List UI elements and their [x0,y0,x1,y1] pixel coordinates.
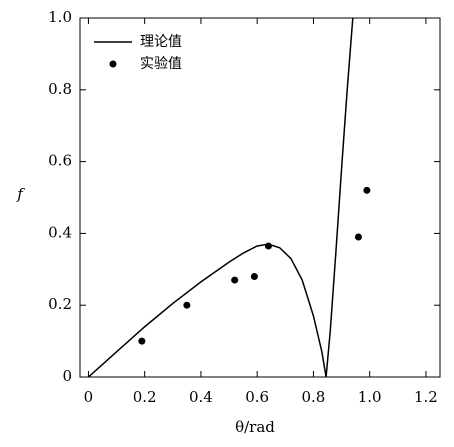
data-point [231,276,239,284]
plot-frame [79,17,441,378]
x-tick-label: 0.8 [302,388,326,406]
legend-label: 实验值 [140,56,182,72]
y-tick-label: 0.4 [48,223,72,241]
x-tick-label: 1.2 [414,388,438,406]
y-tick-label: 0 [62,367,72,385]
data-point [264,242,272,250]
y-tick-label: 0.6 [48,152,72,170]
x-axis-label: θ/rad [235,418,275,436]
x-tick-label: 0.6 [245,388,269,406]
y-tick-label: 1.0 [48,8,72,26]
x-tick-label: 0.2 [133,388,157,406]
y-axis-label: f [16,185,25,203]
x-tick-label: 0.4 [189,388,213,406]
legend-swatch [109,60,117,68]
x-tick-label: 1.0 [358,388,382,406]
y-tick-label: 0.2 [48,295,72,313]
plot-area [87,18,371,377]
data-point [363,186,371,194]
theory-line [87,18,354,377]
data-point [138,337,146,345]
data-point [250,272,258,280]
legend-label: 理论值 [140,34,182,50]
y-tick-label: 0.8 [48,80,72,98]
x-tick-label: 0 [84,388,94,406]
data-point [183,301,191,309]
data-point [354,233,362,241]
